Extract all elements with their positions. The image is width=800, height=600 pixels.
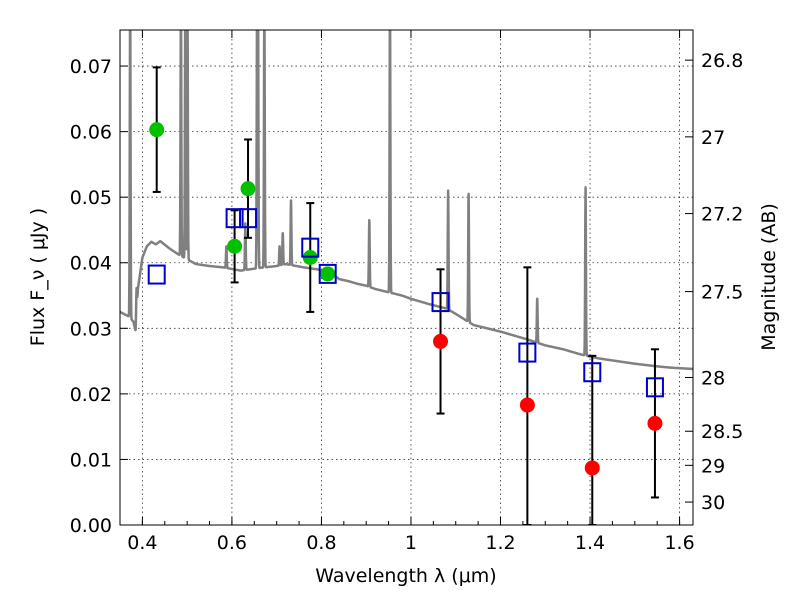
y-tick-label: 0.05: [70, 187, 112, 209]
plot-background: [120, 30, 693, 525]
x-tick-label: 1.6: [664, 532, 694, 554]
y-tick-label: 0.00: [70, 515, 112, 537]
model-band-square: [225, 208, 244, 229]
points-layer: [147, 66, 664, 525]
x-tick-label: 0.8: [306, 532, 336, 554]
model-band-square: [518, 342, 537, 363]
upper-limit-point: [519, 397, 535, 413]
y-tick-label: 0.02: [70, 384, 112, 406]
detection-point: [240, 181, 256, 197]
mag-tick-label: 28: [701, 367, 725, 389]
ticks-layer: 0.4 0.6 0.8 1 1.2 1.4 1.6 0.00 0.01 0.02 0.03 0.04 0…: [70, 30, 743, 554]
upper-limit-point: [584, 460, 600, 476]
x-tick-label: 0.4: [127, 532, 157, 554]
x-tick-label: 1: [405, 532, 417, 554]
y-tick-label: 0.01: [70, 449, 112, 471]
model-band-square: [645, 377, 664, 398]
upper-limit-point: [433, 333, 449, 349]
model-band-square: [318, 263, 337, 284]
upper-limit-point: [647, 415, 663, 431]
mag-tick-label: 27.5: [701, 282, 743, 304]
x-tick-label: 0.6: [217, 532, 247, 554]
mag-tick-label: 29: [701, 455, 725, 477]
model-band-square: [239, 208, 258, 229]
mag-tick-label: 27.2: [701, 204, 743, 226]
model-band-square: [583, 362, 602, 383]
detection-point: [320, 266, 336, 282]
x-tick-label: 1.4: [575, 532, 605, 554]
y-axis-label: Flux F_ν ( μJy ): [27, 208, 49, 346]
y-tick-label: 0.04: [70, 253, 112, 275]
y-tick-label: 0.03: [70, 318, 112, 340]
y-tick-label: 0.06: [70, 122, 112, 144]
mag-tick-label: 30: [701, 492, 725, 514]
mag-tick-label: 27: [701, 127, 725, 149]
y-tick-label: 0.07: [70, 56, 112, 78]
mag-tick-label: 28.5: [701, 421, 743, 443]
plot-frame: [119, 29, 694, 526]
y2-axis-label: Magnitude (AB): [758, 203, 780, 351]
x-axis-label: Wavelength λ (μm): [315, 565, 496, 587]
mag-tick-label: 26.8: [701, 50, 743, 72]
grid-layer: [120, 30, 693, 525]
detection-point: [149, 122, 165, 138]
model-band-square: [147, 264, 166, 285]
model-band-square: [431, 292, 450, 313]
x-tick-label: 1.2: [485, 532, 515, 554]
model-band-square: [301, 237, 320, 258]
detection-point: [227, 238, 243, 254]
spectrum-layer: [120, 30, 693, 371]
model-spectrum-line: [120, 30, 693, 371]
